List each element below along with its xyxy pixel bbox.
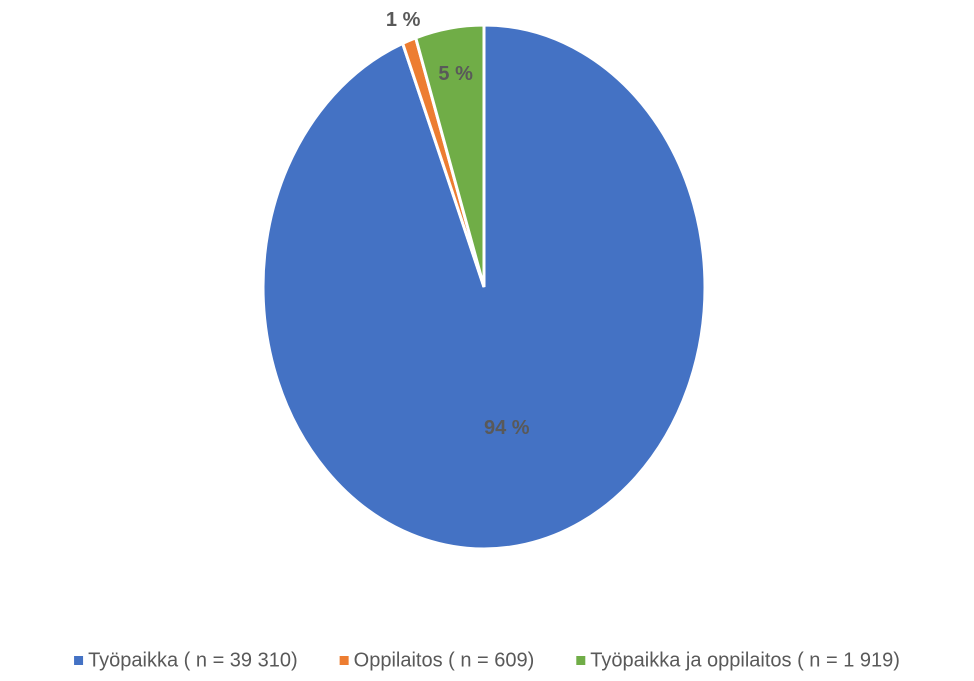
data-label: 5 % (438, 63, 473, 85)
legend-swatch (576, 656, 586, 665)
legend-label: Oppilaitos ( n = 609) (354, 649, 535, 671)
legend-swatch (74, 656, 84, 665)
data-label: 1 % (386, 9, 421, 31)
data-label: 94 % (484, 417, 530, 439)
legend-swatch (339, 656, 349, 665)
legend-label: Työpaikka ( n = 39 310) (88, 649, 298, 671)
pie-slice (413, 23, 486, 288)
legend-label: Työpaikka ja oppilaitos ( n = 1 919) (590, 649, 900, 671)
